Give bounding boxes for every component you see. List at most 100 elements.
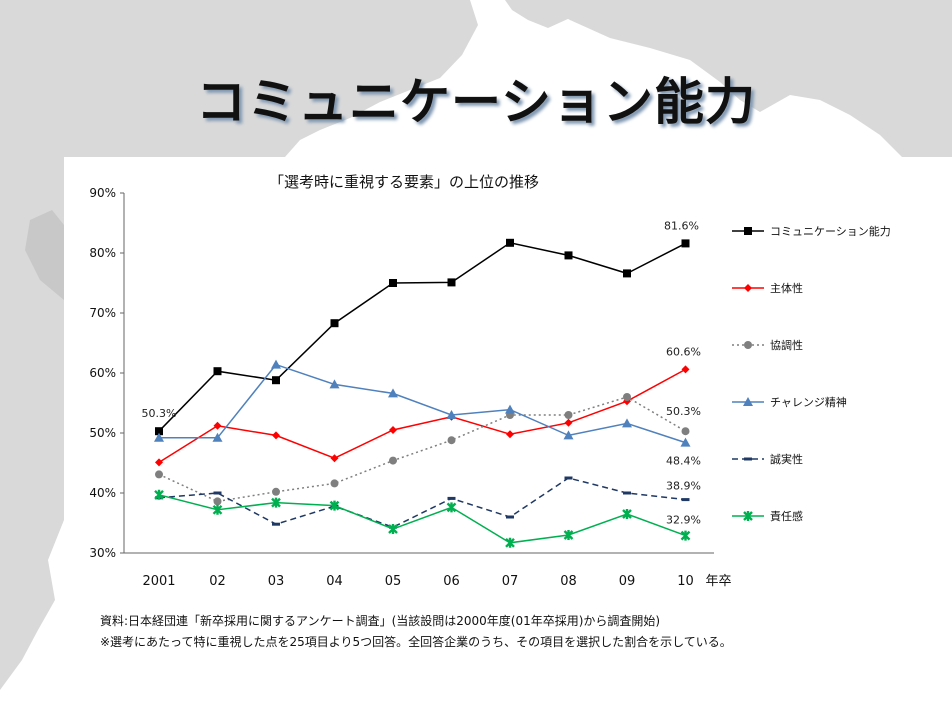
- legend-marker: [743, 397, 753, 406]
- data-point: [564, 476, 573, 480]
- data-point: [213, 421, 222, 430]
- x-tick-label: 05: [385, 574, 402, 589]
- data-point: [155, 470, 163, 479]
- data-point: [389, 279, 397, 287]
- legend-label: 主体性: [770, 281, 803, 295]
- data-point: [563, 430, 574, 440]
- data-point: [446, 502, 457, 513]
- legend-item: 主体性: [732, 281, 803, 295]
- series-0: [155, 238, 690, 436]
- y-tick-label: 90%: [89, 186, 116, 200]
- footnote: ※選考にあたって特に重視した点を25項目より5つ回答。全回答企業のうち、その項目…: [100, 635, 732, 649]
- y-tick-label: 40%: [89, 486, 116, 500]
- series-line: [159, 363, 686, 444]
- series-line: [158, 494, 686, 544]
- data-point: [681, 239, 690, 248]
- x-tick-label: 03: [268, 574, 285, 589]
- chart-title: 「選考時に重視する要素」の上位の推移: [269, 173, 539, 191]
- data-label: 38.9%: [666, 480, 701, 493]
- legend-item: チャレンジ精神: [732, 395, 847, 409]
- legend-marker: [744, 341, 752, 349]
- data-point: [447, 436, 456, 445]
- data-point: [506, 430, 514, 439]
- data-point: [155, 427, 163, 436]
- data-point: [213, 497, 222, 506]
- data-point: [680, 437, 691, 447]
- series-line: [158, 396, 686, 503]
- legend-marker: [743, 511, 753, 521]
- data-point: [505, 537, 515, 548]
- data-point: [154, 489, 164, 500]
- data-label: 32.9%: [666, 514, 701, 527]
- x-tick-label: 02: [209, 574, 226, 589]
- legend-label: 協調性: [770, 338, 803, 352]
- data-point: [681, 365, 690, 374]
- x-tick-label: 04: [326, 574, 343, 589]
- y-tick-label: 50%: [89, 426, 116, 440]
- line-chart: 「選考時に重視する要素」の上位の推移 90% 80% 70% 60% 50% 40% 30%…: [89, 173, 891, 589]
- data-point: [564, 418, 573, 427]
- x-tick-label: 10: [677, 574, 694, 589]
- series-3: [154, 359, 691, 447]
- legend-item: 責任感: [732, 509, 803, 523]
- data-point: [680, 530, 691, 541]
- data-point: [212, 432, 223, 442]
- data-point: [389, 456, 397, 465]
- y-tick-label: 60%: [89, 366, 116, 380]
- data-point: [564, 251, 573, 260]
- series-5: [154, 489, 691, 548]
- data-point: [154, 432, 164, 442]
- data-point: [330, 319, 339, 328]
- x-tick-label: 2001: [142, 574, 175, 589]
- legend-label: 誠実性: [770, 452, 803, 466]
- data-label: 60.6%: [666, 345, 701, 358]
- data-point: [271, 359, 281, 369]
- source-note: 資料:日本経団連「新卒採用に関するアンケート調査」(当該設問は2000年度(01…: [100, 614, 661, 628]
- series-1: [155, 365, 690, 467]
- data-label: 81.6%: [664, 219, 699, 232]
- data-point: [622, 509, 632, 519]
- legend-marker: [744, 227, 752, 235]
- data-label: 48.4%: [666, 455, 701, 468]
- data-point: [681, 498, 690, 502]
- legend-label: コミュニケーション能力: [770, 224, 891, 238]
- data-point: [623, 393, 631, 401]
- legend-item: コミュニケーション能力: [732, 224, 891, 238]
- data-point: [446, 410, 457, 419]
- data-point: [563, 530, 574, 540]
- data-point: [564, 411, 573, 419]
- legend-label: 責任感: [770, 509, 803, 523]
- data-point: [505, 404, 515, 414]
- data-point: [213, 491, 222, 495]
- y-tick-label: 80%: [89, 246, 116, 260]
- data-point: [272, 431, 280, 440]
- legend-marker: [744, 284, 752, 292]
- data-point: [388, 388, 398, 398]
- data-point: [622, 418, 632, 428]
- slide-title: コミュニケーション能力: [196, 73, 756, 131]
- data-label: 50.3%: [142, 407, 177, 420]
- data-point: [213, 367, 222, 376]
- data-point: [330, 479, 339, 488]
- data-point: [329, 500, 340, 511]
- data-point: [271, 497, 281, 508]
- y-tick-label: 70%: [89, 306, 116, 320]
- data-point: [155, 458, 163, 467]
- data-point: [506, 515, 514, 519]
- data-point: [506, 238, 514, 247]
- legend-label: チャレンジ精神: [770, 395, 847, 409]
- y-tick-label: 30%: [89, 546, 116, 560]
- series-line: [158, 241, 686, 432]
- data-point: [272, 522, 280, 526]
- legend-item: 協調性: [732, 338, 803, 352]
- data-point: [447, 496, 456, 500]
- data-point: [272, 376, 280, 385]
- data-point: [330, 454, 339, 463]
- data-point: [212, 504, 223, 515]
- x-axis-label: 年卒: [706, 574, 732, 589]
- data-point: [681, 427, 690, 436]
- data-point: [272, 487, 280, 496]
- legend-marker: [744, 457, 752, 461]
- data-point: [447, 278, 456, 287]
